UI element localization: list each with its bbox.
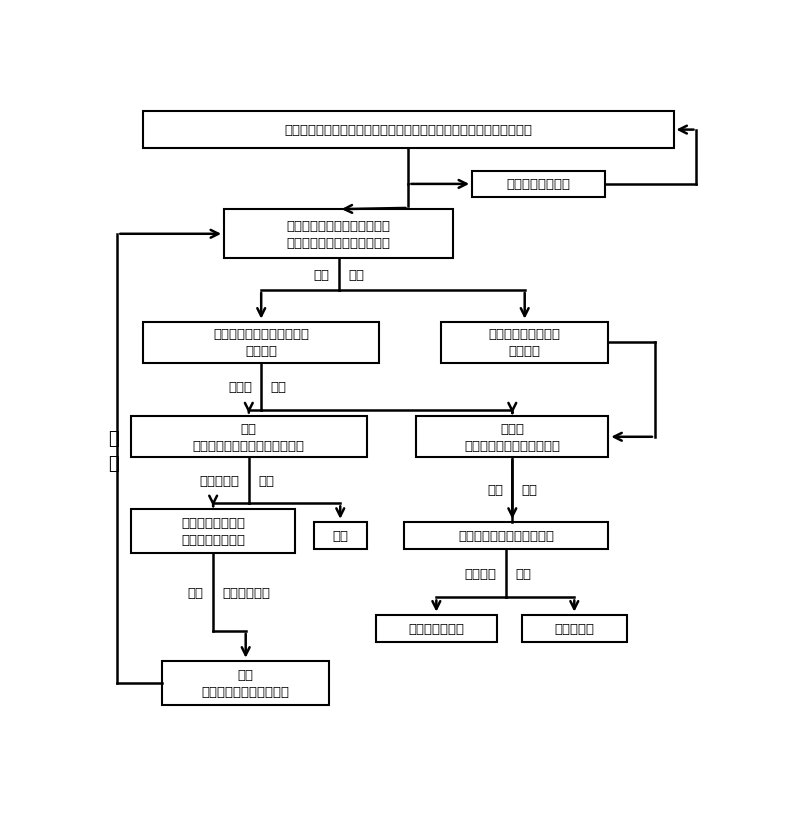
- Text: 吸收: 吸收: [270, 380, 286, 393]
- Text: 气态的氯化氢、二氯二氢硅: 气态的氯化氢、二氯二氢硅: [458, 529, 554, 542]
- Text: 氢气
（含氯化氢、四氯化硅）: 氢气 （含氯化氢、四氯化硅）: [202, 667, 290, 698]
- Text: 尾气（氢气、氯化氢、二氯二
氢硅、三氯氢硅、四氯化硅）: 尾气（氢气、氯化氢、二氯二 氢硅、三氯氢硅、四氯化硅）: [286, 219, 390, 250]
- Text: 活性炭吸附: 活性炭吸附: [199, 474, 239, 487]
- Text: 氢气
（含少量的氯化氢、四氯化硅）: 氢气 （含少量的氯化氢、四氯化硅）: [193, 423, 305, 452]
- FancyBboxPatch shape: [131, 417, 366, 458]
- FancyBboxPatch shape: [162, 661, 330, 705]
- FancyBboxPatch shape: [131, 509, 295, 554]
- Text: 活性炭（吸附了氯
化氢、四氯化硅）: 活性炭（吸附了氯 化氢、四氯化硅）: [181, 517, 245, 546]
- FancyBboxPatch shape: [376, 615, 497, 642]
- Text: 加压: 加压: [314, 269, 330, 282]
- Text: 吹入高纯氢气: 吹入高纯氢气: [222, 586, 270, 599]
- Text: 氢气: 氢气: [332, 529, 348, 542]
- Text: 尾气（主要包括：氢气、氯化氢、二氯二氢硅、三氯氢硅、四氯化硅）: 尾气（主要包括：氢气、氯化氢、二氯二氢硅、三氯氢硅、四氯化硅）: [285, 124, 533, 137]
- FancyBboxPatch shape: [441, 322, 609, 363]
- FancyBboxPatch shape: [314, 522, 366, 550]
- Text: 控制压力: 控制压力: [465, 567, 497, 580]
- FancyBboxPatch shape: [472, 171, 606, 198]
- FancyBboxPatch shape: [224, 210, 454, 259]
- Text: 温度: 温度: [515, 567, 531, 580]
- FancyBboxPatch shape: [143, 112, 674, 149]
- FancyBboxPatch shape: [143, 322, 379, 363]
- Text: 气态氯化氢: 气态氯化氢: [554, 622, 594, 635]
- Text: 液态四氯化硅淋洗: 液态四氯化硅淋洗: [506, 179, 570, 191]
- FancyBboxPatch shape: [416, 417, 609, 458]
- FancyBboxPatch shape: [404, 522, 609, 550]
- Text: 循
环: 循 环: [108, 430, 119, 473]
- Text: 过滤: 过滤: [258, 474, 274, 487]
- Text: 吸收剂: 吸收剂: [228, 380, 252, 393]
- Text: 升温: 升温: [487, 483, 503, 496]
- Text: 三氯氢硅、四氯化硅
（液态）: 三氯氢硅、四氯化硅 （液态）: [489, 328, 561, 358]
- FancyBboxPatch shape: [522, 615, 627, 642]
- Text: 加热: 加热: [188, 586, 204, 599]
- Text: 液态二氯二氢硅: 液态二氯二氢硅: [408, 622, 464, 635]
- Text: 加压: 加压: [522, 483, 538, 496]
- Text: 冷却: 冷却: [348, 269, 364, 282]
- Text: 氢气、氯化氢、二氯二氢硅
（气态）: 氢气、氯化氢、二氯二氢硅 （气态）: [214, 328, 310, 358]
- Text: 吸收剂
（含氯化氢、二氯二氢硅）: 吸收剂 （含氯化氢、二氯二氢硅）: [464, 423, 560, 452]
